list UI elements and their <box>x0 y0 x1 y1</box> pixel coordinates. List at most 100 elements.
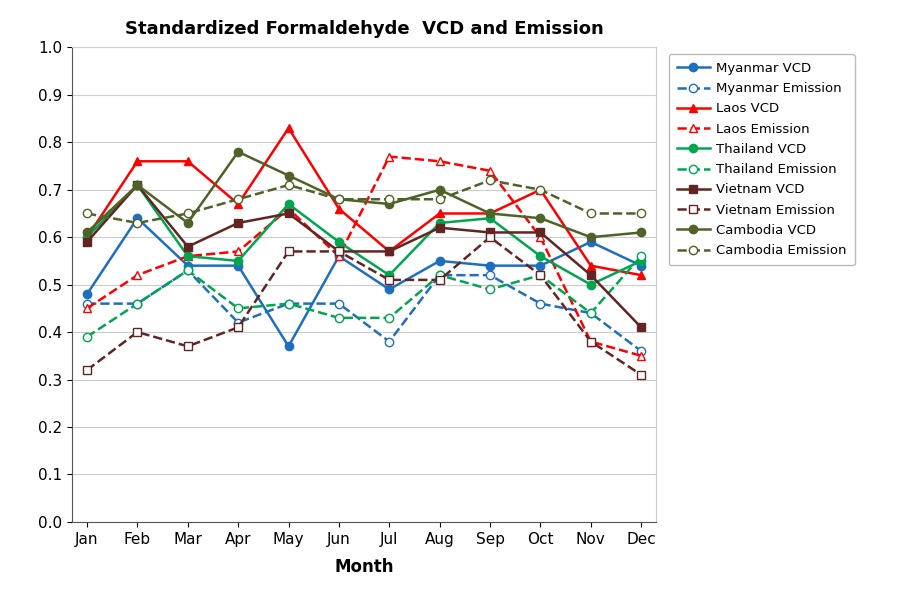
Laos Emission <box>283 205 294 212</box>
Cambodia VCD <box>636 229 646 236</box>
Myanmar VCD <box>384 286 395 293</box>
Thailand Emission <box>132 300 143 307</box>
Thailand VCD <box>334 238 344 246</box>
Myanmar Emission <box>233 319 244 326</box>
Thailand VCD <box>132 181 143 189</box>
Thailand VCD <box>384 272 395 279</box>
Myanmar Emission <box>384 338 395 345</box>
Vietnam VCD <box>182 243 193 250</box>
Cambodia Emission <box>434 196 445 203</box>
Line: Cambodia Emission: Cambodia Emission <box>83 176 645 227</box>
Thailand Emission <box>636 253 646 260</box>
Vietnam VCD <box>636 324 646 331</box>
Line: Thailand Emission: Thailand Emission <box>83 252 645 341</box>
Laos VCD <box>535 186 546 193</box>
Vietnam VCD <box>434 224 445 231</box>
Thailand Emission <box>334 314 344 321</box>
Vietnam Emission <box>384 276 395 283</box>
Myanmar Emission <box>334 300 344 307</box>
Thailand Emission <box>182 267 193 274</box>
Vietnam Emission <box>132 329 143 336</box>
Line: Laos VCD: Laos VCD <box>83 124 645 279</box>
Laos VCD <box>434 210 445 217</box>
Vietnam Emission <box>636 371 646 378</box>
Laos VCD <box>283 125 294 132</box>
Thailand VCD <box>585 281 596 288</box>
Thailand Emission <box>82 333 93 340</box>
Laos Emission <box>132 272 143 279</box>
Laos Emission <box>82 305 93 312</box>
Thailand VCD <box>535 253 546 260</box>
Myanmar VCD <box>535 262 546 269</box>
Line: Myanmar Emission: Myanmar Emission <box>83 266 645 355</box>
Myanmar VCD <box>233 262 244 269</box>
Myanmar VCD <box>182 262 193 269</box>
Myanmar VCD <box>585 238 596 246</box>
Vietnam VCD <box>283 210 294 217</box>
Thailand VCD <box>182 253 193 260</box>
Title: Standardized Formaldehyde  VCD and Emission: Standardized Formaldehyde VCD and Emissi… <box>125 20 603 37</box>
Vietnam VCD <box>233 219 244 227</box>
Myanmar VCD <box>82 291 93 298</box>
Cambodia VCD <box>82 229 93 236</box>
Laos Emission <box>485 167 495 174</box>
Vietnam VCD <box>585 272 596 279</box>
Thailand Emission <box>434 272 445 279</box>
Myanmar VCD <box>636 262 646 269</box>
Vietnam Emission <box>283 248 294 255</box>
Vietnam VCD <box>132 181 143 189</box>
Laos Emission <box>182 253 193 260</box>
X-axis label: Month: Month <box>334 557 394 576</box>
Cambodia Emission <box>132 219 143 227</box>
Cambodia VCD <box>233 148 244 155</box>
Myanmar Emission <box>434 272 445 279</box>
Legend: Myanmar VCD, Myanmar Emission, Laos VCD, Laos Emission, Thailand VCD, Thailand E: Myanmar VCD, Myanmar Emission, Laos VCD,… <box>669 54 855 265</box>
Line: Cambodia VCD: Cambodia VCD <box>83 148 645 241</box>
Cambodia Emission <box>233 196 244 203</box>
Vietnam Emission <box>585 338 596 345</box>
Thailand VCD <box>82 234 93 241</box>
Thailand Emission <box>384 314 395 321</box>
Laos Emission <box>334 253 344 260</box>
Vietnam Emission <box>182 343 193 350</box>
Vietnam VCD <box>82 238 93 246</box>
Cambodia Emission <box>585 210 596 217</box>
Vietnam Emission <box>334 248 344 255</box>
Cambodia Emission <box>636 210 646 217</box>
Line: Laos Emission: Laos Emission <box>83 152 645 360</box>
Laos VCD <box>585 262 596 269</box>
Vietnam VCD <box>535 229 546 236</box>
Cambodia VCD <box>434 186 445 193</box>
Vietnam Emission <box>434 276 445 283</box>
Vietnam Emission <box>485 234 495 241</box>
Myanmar Emission <box>485 272 495 279</box>
Vietnam VCD <box>334 248 344 255</box>
Line: Thailand VCD: Thailand VCD <box>83 181 645 289</box>
Cambodia Emission <box>182 210 193 217</box>
Laos Emission <box>434 158 445 165</box>
Myanmar Emission <box>535 300 546 307</box>
Laos VCD <box>182 158 193 165</box>
Myanmar Emission <box>182 267 193 274</box>
Myanmar Emission <box>82 300 93 307</box>
Cambodia Emission <box>283 181 294 189</box>
Laos VCD <box>384 248 395 255</box>
Thailand Emission <box>233 305 244 312</box>
Line: Vietnam VCD: Vietnam VCD <box>83 181 645 331</box>
Thailand Emission <box>283 300 294 307</box>
Laos Emission <box>535 234 546 241</box>
Cambodia Emission <box>82 210 93 217</box>
Thailand VCD <box>636 257 646 264</box>
Thailand VCD <box>434 219 445 227</box>
Thailand Emission <box>485 286 495 293</box>
Myanmar VCD <box>334 253 344 260</box>
Cambodia VCD <box>182 219 193 227</box>
Laos Emission <box>636 352 646 359</box>
Cambodia Emission <box>535 186 546 193</box>
Vietnam Emission <box>82 366 93 374</box>
Vietnam Emission <box>233 324 244 331</box>
Cambodia VCD <box>384 200 395 208</box>
Myanmar Emission <box>585 310 596 317</box>
Cambodia VCD <box>585 234 596 241</box>
Thailand VCD <box>485 215 495 222</box>
